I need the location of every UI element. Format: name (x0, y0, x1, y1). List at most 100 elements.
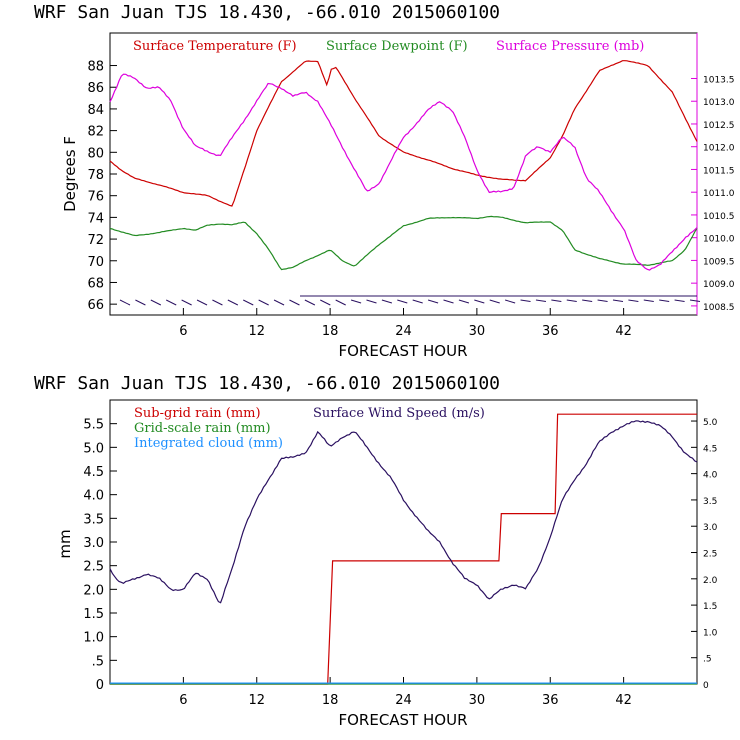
wind-barb (181, 299, 192, 306)
y2-tick-label: 2.5 (703, 550, 717, 560)
y2-tick-label: 3.5 (703, 497, 717, 507)
y2-tick-label: 1010.5 (703, 212, 735, 222)
y-tick-label: 66 (87, 298, 104, 313)
wind-barb (659, 299, 670, 302)
y2-tick-label: 3.0 (703, 523, 718, 533)
sub-grid-rain-mm-line (110, 413, 697, 685)
surface-dewpoint-f-line (109, 215, 698, 271)
legend-surface-wind-speed: Surface Wind Speed (m/s) (313, 406, 485, 421)
legend-surface-dewpoint: Surface Dewpoint (F) (326, 39, 468, 54)
top-chart-title: WRF San Juan TJS 18.430, -66.010 2015060… (34, 2, 500, 23)
wind-barb (597, 299, 608, 302)
bottom-x-label: FORECAST HOUR (338, 711, 467, 729)
top-series-group (109, 60, 698, 271)
wind-barb (196, 299, 208, 306)
x-tick-label: 36 (542, 693, 559, 708)
y-tick-label: 76 (87, 190, 104, 205)
wind-barb (689, 299, 701, 302)
wind-barb (273, 299, 285, 306)
wind-barb (458, 299, 470, 304)
y-tick-label: 5.5 (83, 418, 104, 433)
top-plot-frame (109, 32, 698, 316)
y-tick-label: 2.5 (83, 560, 104, 575)
bottom-y-axis: 0 .5 1.0 1.5 2.0 2.5 3.0 3.5 4.0 4.5 5.0 5.5 (83, 418, 117, 693)
x-tick-label: 18 (322, 324, 339, 339)
y2-tick-label: 1009.0 (703, 280, 735, 290)
y2-tick-label: 1009.5 (703, 257, 735, 267)
wind-barb (258, 299, 269, 306)
surface-wind-speed-m-s-line (109, 420, 698, 604)
top-panel: WRF San Juan TJS 18.430, -66.010 2015060… (34, 2, 735, 360)
wind-barb (566, 299, 577, 302)
top-x-axis: 6 12 18 24 30 36 42 (179, 308, 632, 339)
x-tick-label: 12 (248, 324, 265, 339)
y2-tick-label: 1.5 (703, 602, 717, 612)
y-tick-label: 5.0 (83, 441, 104, 456)
y-tick-label: 82 (87, 125, 104, 140)
wind-barb (320, 299, 331, 306)
wind-barb (612, 299, 624, 302)
wind-barb (520, 299, 531, 302)
y2-tick-label: 1010.0 (703, 235, 735, 245)
top-y-label: Degrees F (61, 136, 79, 212)
wind-barb (243, 299, 254, 306)
wind-barb (412, 299, 423, 304)
bottom-x-axis: 6 12 18 24 30 36 42 (179, 677, 632, 708)
y-tick-label: 84 (87, 103, 104, 118)
y2-tick-label: 2.0 (703, 576, 718, 586)
y-tick-label: .5 (92, 654, 104, 669)
wind-barb (289, 299, 300, 306)
legend-integrated-cloud: Integrated cloud (mm) (134, 436, 283, 451)
wind-barb (628, 299, 639, 302)
y2-tick-label: 1012.0 (703, 144, 735, 154)
y-tick-label: 1.0 (83, 631, 104, 646)
wind-barb (335, 299, 346, 306)
y-tick-label: 72 (87, 233, 104, 248)
y-tick-label: 80 (87, 146, 104, 161)
x-tick-label: 30 (469, 324, 486, 339)
wind-barb (227, 299, 239, 306)
wind-barb (165, 299, 177, 306)
y2-tick-label: 1.0 (703, 628, 718, 638)
y-tick-label: 88 (87, 60, 104, 75)
y2-tick-label: 5.0 (703, 418, 718, 428)
wind-barbs (119, 295, 701, 306)
wind-barb (212, 299, 223, 306)
wind-barb (135, 299, 146, 306)
wind-barb (427, 299, 439, 304)
y2-tick-label: 1013.5 (703, 75, 735, 85)
y-tick-label: 1.5 (83, 607, 104, 622)
wind-barb (489, 299, 500, 304)
legend-grid-scale-rain: Grid-scale rain (mm) (134, 421, 271, 436)
x-tick-label: 18 (322, 693, 339, 708)
top-x-label: FORECAST HOUR (338, 342, 467, 360)
y2-tick-label: 1012.5 (703, 121, 735, 131)
x-tick-label: 24 (395, 693, 412, 708)
y2-tick-label: 1011.0 (703, 189, 735, 199)
y-tick-label: 3.0 (83, 536, 104, 551)
y-tick-label: 86 (87, 81, 104, 96)
surface-temperature-f-line (109, 60, 698, 207)
wind-barb (551, 299, 562, 302)
bottom-chart-title: WRF San Juan TJS 18.430, -66.010 2015060… (34, 373, 500, 394)
wind-barb (674, 299, 685, 302)
surface-pressure-mb-line (109, 73, 698, 271)
x-tick-label: 42 (615, 693, 632, 708)
x-tick-label: 42 (615, 324, 632, 339)
y-tick-label: 4.5 (83, 465, 104, 480)
x-tick-label: 6 (179, 324, 187, 339)
x-tick-label: 24 (395, 324, 412, 339)
y-tick-label: 4.0 (83, 489, 104, 504)
y2-tick-label: 0 (703, 681, 709, 691)
y-tick-label: 68 (87, 276, 104, 291)
top-y2-axis: 1008.5 1009.0 1009.5 1010.0 1010.5 1011.0 1011… (691, 75, 735, 313)
wind-barb (304, 299, 316, 306)
legend-surface-pressure: Surface Pressure (mb) (496, 39, 644, 54)
x-tick-label: 36 (542, 324, 559, 339)
wind-barb (381, 299, 393, 304)
y2-tick-label: 1013.0 (703, 98, 735, 108)
y2-tick-label: 1011.5 (703, 166, 735, 176)
y-tick-label: 78 (87, 168, 104, 183)
bottom-panel: WRF San Juan TJS 18.430, -66.010 2015060… (34, 373, 718, 729)
wind-barb (474, 299, 485, 304)
